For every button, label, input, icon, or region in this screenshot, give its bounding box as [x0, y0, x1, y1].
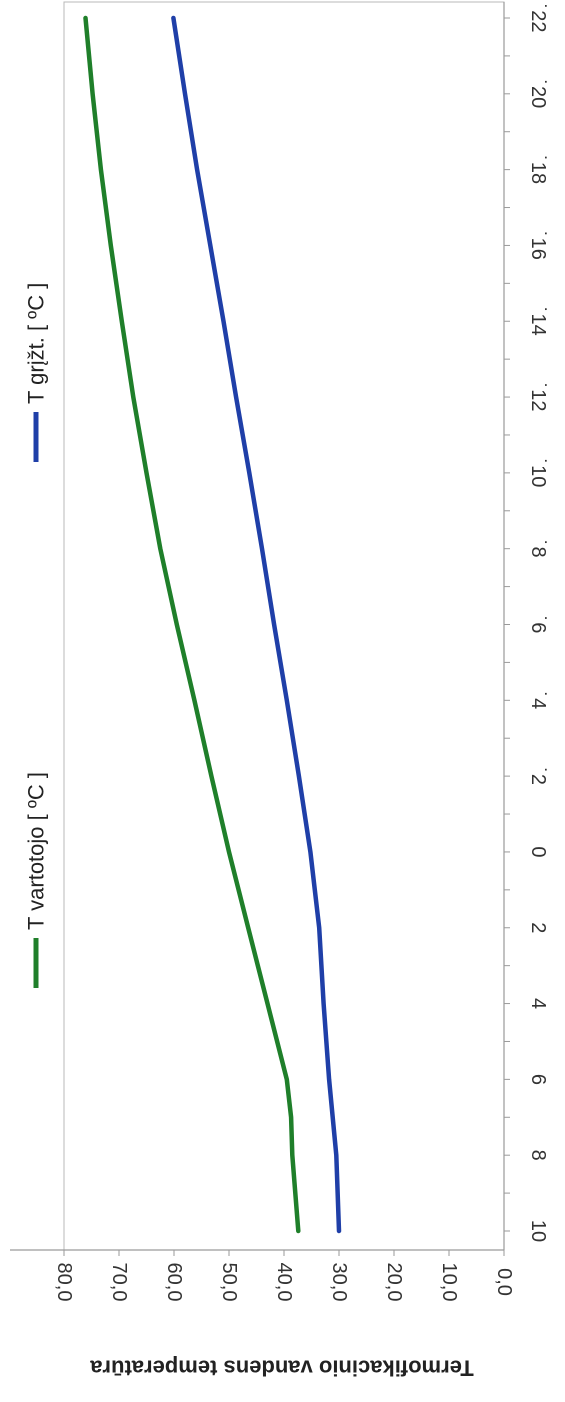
legend-label: T grįžt. [ ºC ]	[24, 283, 49, 404]
category-axis-tick-label: ˙16	[527, 231, 549, 260]
value-axis-tick-label: 80,0	[53, 1263, 75, 1302]
category-axis-tick-label: ˙22	[527, 4, 549, 33]
category-axis-tick-label: 10	[527, 1220, 549, 1242]
value-axis-tick-label: 20,0	[383, 1263, 405, 1302]
category-axis-tick-label: ˙8	[527, 540, 549, 558]
category-axis-tick-label: ˙2	[527, 767, 549, 785]
category-axis-tick-label: 2	[527, 922, 549, 933]
value-axis-tick-label: 30,0	[328, 1263, 350, 1302]
category-axis-tick-label: 8	[527, 1150, 549, 1161]
category-axis-tick-label: ˙6	[527, 616, 549, 634]
category-axis-tick-label: 4	[527, 998, 549, 1009]
value-axis-tick-label: 10,0	[438, 1263, 460, 1302]
category-axis-tick-label: ˙10	[527, 458, 549, 487]
value-axis-tick-label: 0,0	[493, 1268, 515, 1296]
value-axis-tick-label: 70,0	[108, 1263, 130, 1302]
series-line-grizt	[171, 15, 342, 1234]
category-axis-tick-label: ˙20	[527, 79, 549, 108]
value-axis-title: Termofikacinio vandens temperatūra	[90, 1356, 474, 1381]
value-axis-tick-label: 50,0	[218, 1263, 240, 1302]
category-axis-tick-label: 6	[527, 1074, 549, 1085]
value-axis-tick-label: 60,0	[163, 1263, 185, 1302]
legend-label: T vartotojo [ ºC ]	[24, 772, 49, 930]
series-line-vartotojo	[83, 15, 301, 1234]
category-axis-tick-label: ˙12	[527, 383, 549, 412]
plot-area	[63, 1, 505, 1251]
category-axis-tick-label: 0	[527, 846, 549, 857]
value-axis-tick-label: 40,0	[273, 1263, 295, 1302]
category-axis-tick-label: ˙4	[527, 691, 549, 709]
category-axis-tick-label: ˙14	[527, 307, 549, 336]
category-axis-tick-label: ˙18	[527, 155, 549, 184]
